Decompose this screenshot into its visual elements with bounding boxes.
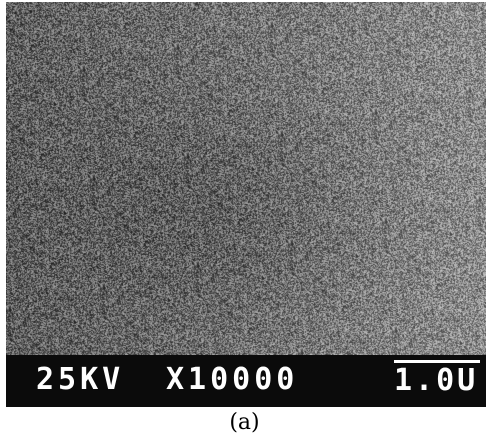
magnification: X10000 [166, 362, 299, 397]
scale-bar-line [394, 360, 480, 363]
figure-caption: (a) [229, 410, 260, 435]
accelerating-voltage: 25KV [36, 362, 125, 397]
sem-data-bar: 25KV X10000 1.0U [6, 355, 486, 407]
micrograph-texture [6, 2, 486, 355]
sem-micrograph [6, 2, 486, 355]
scale-bar: 1.0U [386, 355, 484, 407]
scale-bar-label: 1.0U [394, 363, 479, 398]
